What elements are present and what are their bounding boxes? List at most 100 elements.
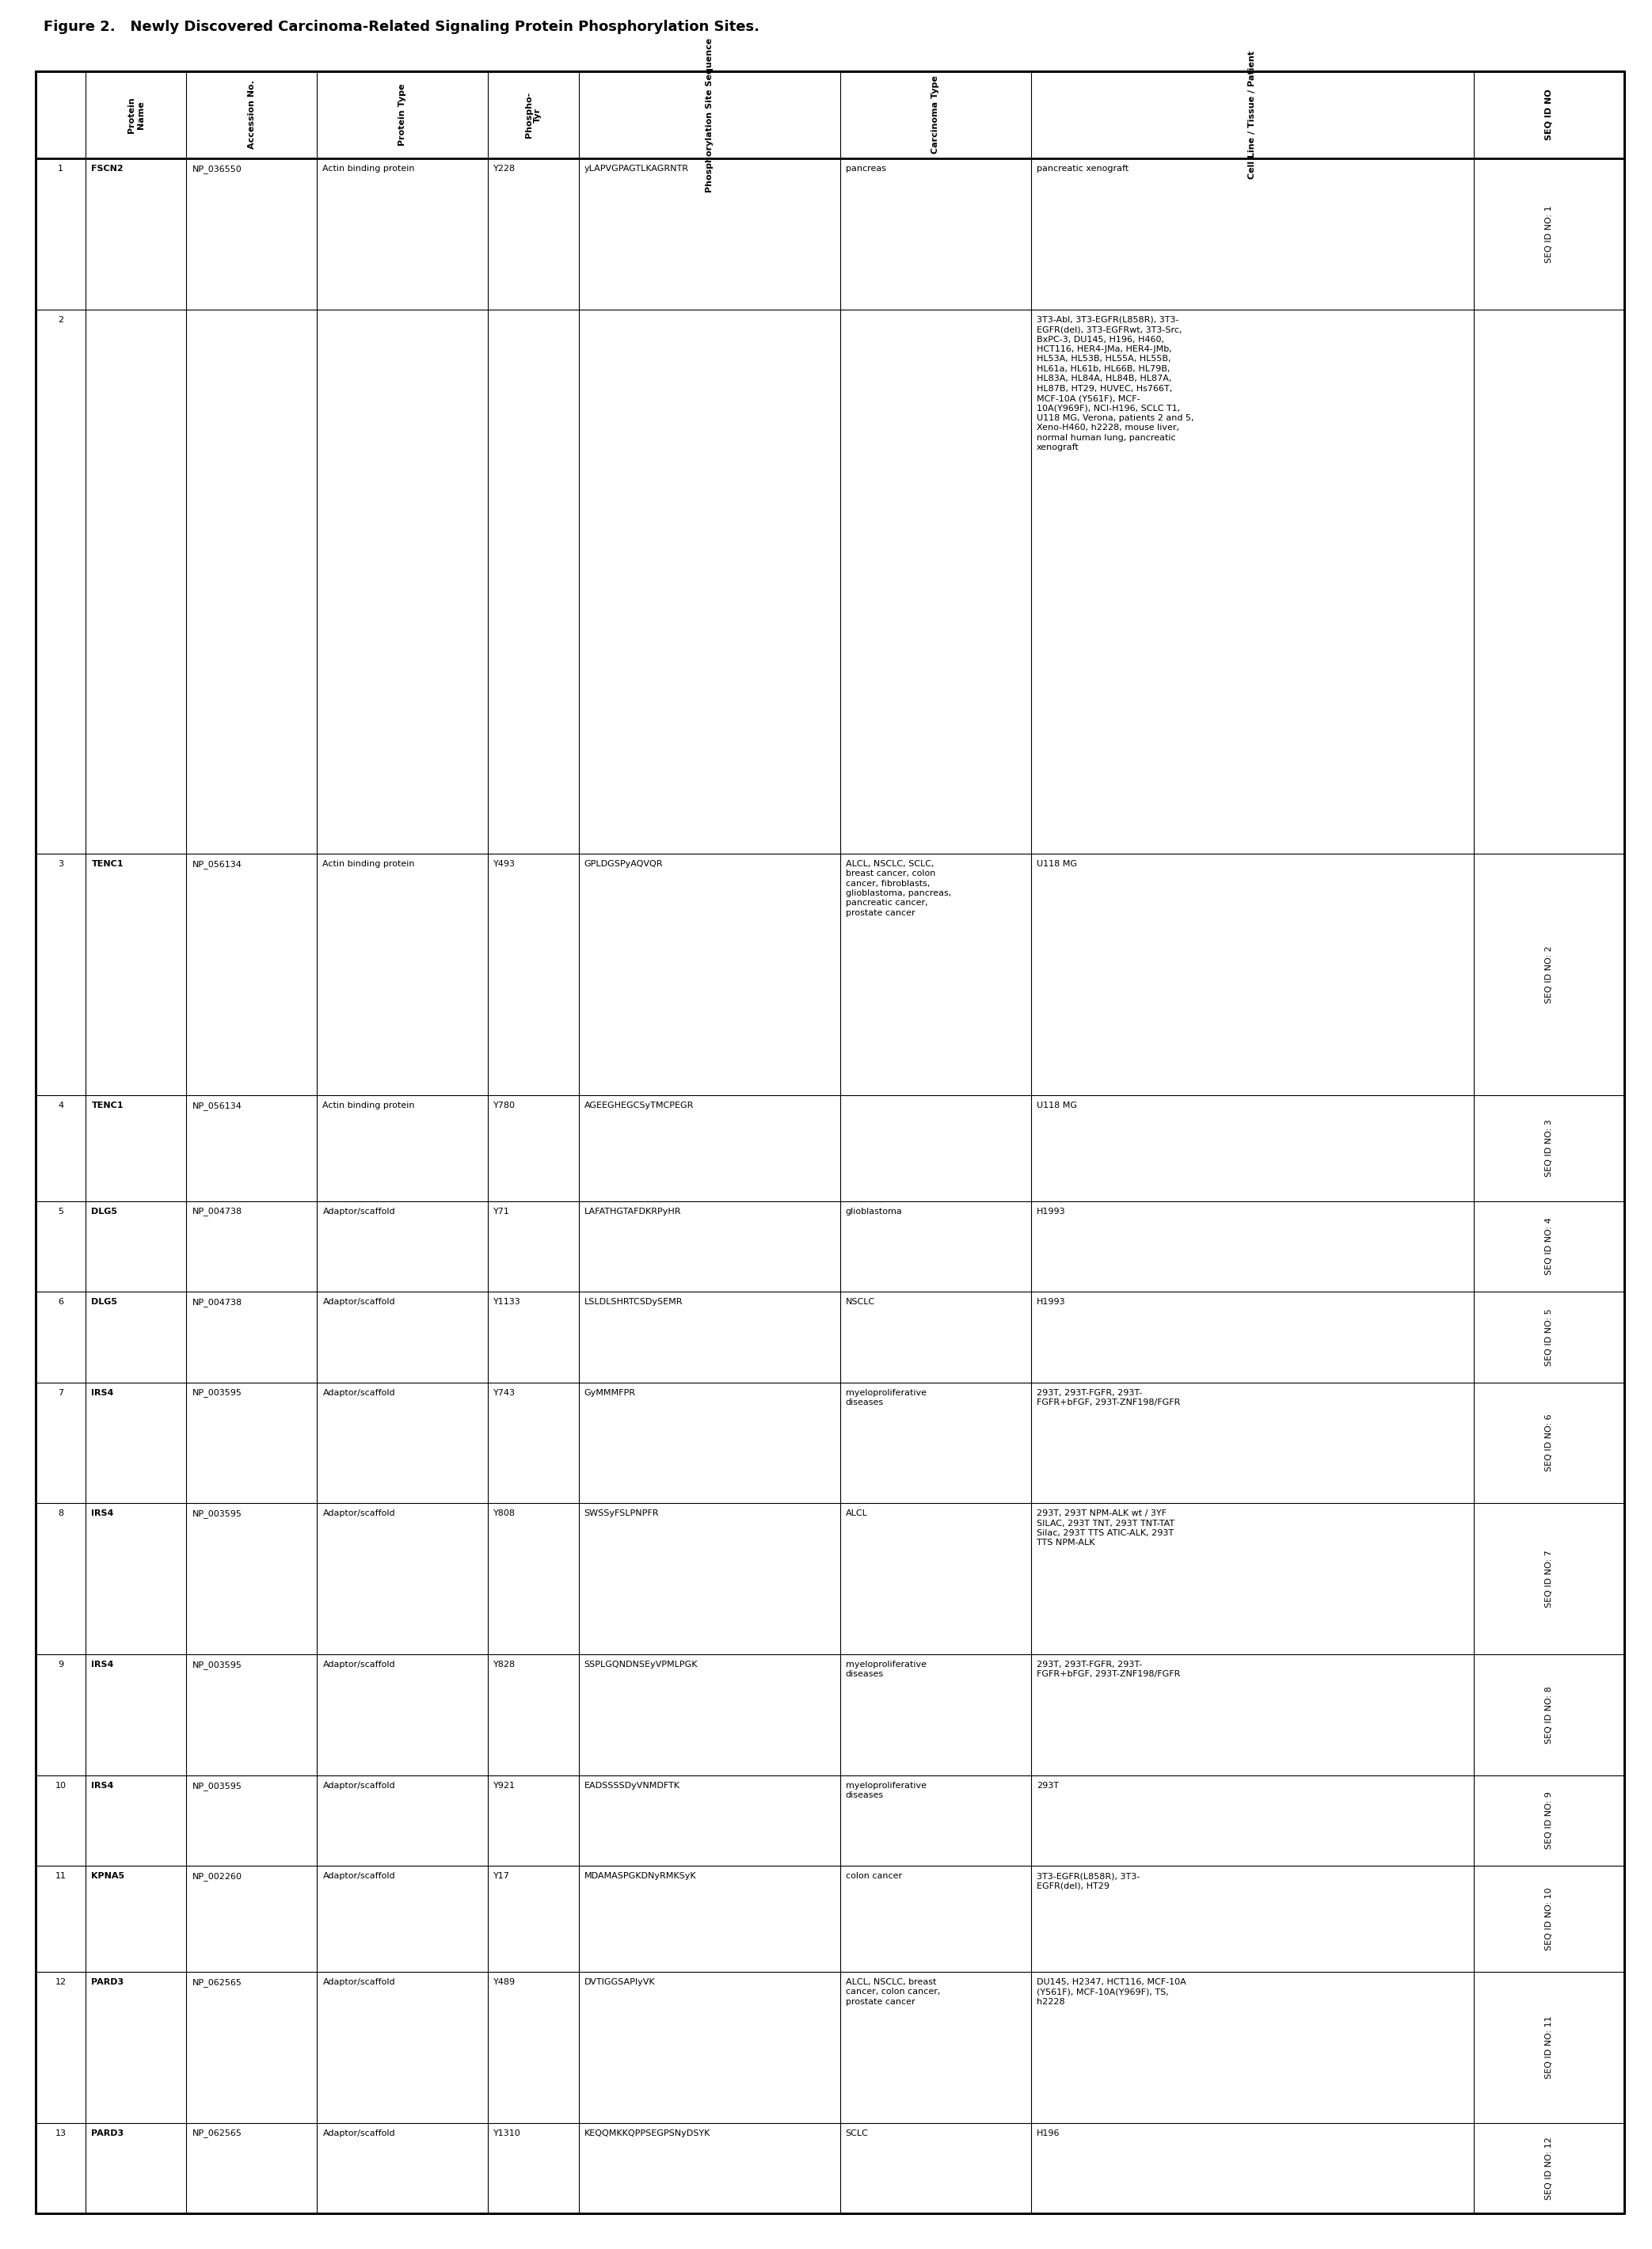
Text: Adaptor/scaffold: Adaptor/scaffold (322, 1660, 395, 1669)
Text: ALCL, NSCLC, SCLC,
breast cancer, colon
cancer, fibroblasts,
glioblastoma, pancr: ALCL, NSCLC, SCLC, breast cancer, colon … (846, 859, 952, 918)
Text: 4: 4 (58, 1102, 63, 1109)
Text: NP_036550: NP_036550 (192, 164, 241, 173)
Text: 5: 5 (58, 1208, 63, 1214)
Text: DVTIGGSAPIyVK: DVTIGGSAPIyVK (585, 1977, 656, 1986)
Text: glioblastoma: glioblastoma (846, 1208, 902, 1214)
Text: FSCN2: FSCN2 (91, 164, 124, 173)
Text: Adaptor/scaffold: Adaptor/scaffold (322, 1977, 395, 1986)
Text: KPNA5: KPNA5 (91, 1871, 126, 1880)
Text: ALCL: ALCL (846, 1509, 867, 1518)
Text: myeloproliferative
diseases: myeloproliferative diseases (846, 1781, 927, 1799)
Text: IRS4: IRS4 (91, 1660, 114, 1669)
Text: Y828: Y828 (494, 1660, 515, 1669)
Text: 12: 12 (55, 1977, 66, 1986)
Text: NP_056134: NP_056134 (192, 859, 241, 868)
Text: Carcinoma Type: Carcinoma Type (932, 76, 940, 153)
Text: SEQ ID NO: 2: SEQ ID NO: 2 (1545, 945, 1553, 1003)
Text: Y1310: Y1310 (494, 2130, 520, 2137)
Text: 2: 2 (58, 315, 63, 324)
Text: Adaptor/scaffold: Adaptor/scaffold (322, 1781, 395, 1790)
Text: U118 MG: U118 MG (1036, 859, 1077, 868)
Text: Accession No.: Accession No. (248, 81, 256, 148)
Text: Y493: Y493 (494, 859, 515, 868)
Text: SEQ ID NO: 1: SEQ ID NO: 1 (1545, 205, 1553, 263)
Text: SSPLGQNDNSEyVPMLPGK: SSPLGQNDNSEyVPMLPGK (585, 1660, 697, 1669)
Text: U118 MG: U118 MG (1036, 1102, 1077, 1109)
Text: myeloproliferative
diseases: myeloproliferative diseases (846, 1388, 927, 1406)
Text: Figure 2.   Newly Discovered Carcinoma-Related Signaling Protein Phosphorylation: Figure 2. Newly Discovered Carcinoma-Rel… (43, 20, 760, 34)
Text: SEQ ID NO: 7: SEQ ID NO: 7 (1545, 1550, 1553, 1608)
Text: Y808: Y808 (494, 1509, 515, 1518)
Text: 293T, 293T-FGFR, 293T-
FGFR+bFGF, 293T-ZNF198/FGFR: 293T, 293T-FGFR, 293T- FGFR+bFGF, 293T-Z… (1036, 1388, 1180, 1406)
Text: myeloproliferative
diseases: myeloproliferative diseases (846, 1660, 927, 1678)
Text: NP_056134: NP_056134 (192, 1102, 241, 1111)
Text: KEQQMKKQPPSEGPSNyDSYK: KEQQMKKQPPSEGPSNyDSYK (585, 2130, 710, 2137)
Text: Actin binding protein: Actin binding protein (322, 859, 415, 868)
Text: 8: 8 (58, 1509, 63, 1518)
Text: NSCLC: NSCLC (846, 1298, 876, 1307)
Text: Adaptor/scaffold: Adaptor/scaffold (322, 2130, 395, 2137)
Text: 293T, 293T NPM-ALK wt / 3YF
SILAC, 293T TNT, 293T TNT-TAT
Silac, 293T TTS ATIC-A: 293T, 293T NPM-ALK wt / 3YF SILAC, 293T … (1036, 1509, 1175, 1547)
Text: DLG5: DLG5 (91, 1208, 117, 1214)
Text: 3T3-EGFR(L858R), 3T3-
EGFR(del), HT29: 3T3-EGFR(L858R), 3T3- EGFR(del), HT29 (1036, 1871, 1140, 1889)
Text: Actin binding protein: Actin binding protein (322, 164, 415, 173)
Text: SWSSyFSLPNPFR: SWSSyFSLPNPFR (585, 1509, 659, 1518)
Text: Y743: Y743 (494, 1388, 515, 1397)
Text: pancreas: pancreas (846, 164, 885, 173)
Text: 293T, 293T-FGFR, 293T-
FGFR+bFGF, 293T-ZNF198/FGFR: 293T, 293T-FGFR, 293T- FGFR+bFGF, 293T-Z… (1036, 1660, 1180, 1678)
Text: Y489: Y489 (494, 1977, 515, 1986)
Text: NP_062565: NP_062565 (192, 2130, 241, 2139)
Text: SEQ ID NO: 3: SEQ ID NO: 3 (1545, 1120, 1553, 1176)
Text: Y780: Y780 (494, 1102, 515, 1109)
Text: MDAMASPGKDNyRMKSyK: MDAMASPGKDNyRMKSyK (585, 1871, 695, 1880)
Text: H1993: H1993 (1036, 1208, 1066, 1214)
Text: yLAPVGPAGTLKAGRNTR: yLAPVGPAGTLKAGRNTR (585, 164, 689, 173)
Text: Y228: Y228 (494, 164, 515, 173)
Text: IRS4: IRS4 (91, 1509, 114, 1518)
Text: Adaptor/scaffold: Adaptor/scaffold (322, 1298, 395, 1307)
Text: SEQ ID NO: 4: SEQ ID NO: 4 (1545, 1217, 1553, 1275)
Text: pancreatic xenograft: pancreatic xenograft (1036, 164, 1128, 173)
Text: SEQ ID NO: 8: SEQ ID NO: 8 (1545, 1687, 1553, 1743)
Text: TENC1: TENC1 (91, 1102, 124, 1109)
Text: 293T: 293T (1036, 1781, 1059, 1790)
Text: Phospho-
Tyr: Phospho- Tyr (525, 92, 542, 137)
Text: PARD3: PARD3 (91, 2130, 124, 2137)
Text: DLG5: DLG5 (91, 1298, 117, 1307)
Text: IRS4: IRS4 (91, 1388, 114, 1397)
Text: Y1133: Y1133 (494, 1298, 520, 1307)
Text: Adaptor/scaffold: Adaptor/scaffold (322, 1388, 395, 1397)
Text: ALCL, NSCLC, breast
cancer, colon cancer,
prostate cancer: ALCL, NSCLC, breast cancer, colon cancer… (846, 1977, 940, 2006)
Text: Y71: Y71 (494, 1208, 510, 1214)
Text: GyMMMFPR: GyMMMFPR (585, 1388, 636, 1397)
Text: NP_004738: NP_004738 (192, 1298, 241, 1307)
Text: AGEEGHEGCSyTMCPEGR: AGEEGHEGCSyTMCPEGR (585, 1102, 694, 1109)
Text: Protein
Name: Protein Name (127, 97, 145, 133)
Text: LAFATHGTAFDKRPyHR: LAFATHGTAFDKRPyHR (585, 1208, 681, 1214)
Text: SEQ ID NO: 11: SEQ ID NO: 11 (1545, 2015, 1553, 2078)
Text: SEQ ID NO: SEQ ID NO (1545, 90, 1553, 139)
Text: SEQ ID NO: 9: SEQ ID NO: 9 (1545, 1792, 1553, 1849)
Text: IRS4: IRS4 (91, 1781, 114, 1790)
Text: H1993: H1993 (1036, 1298, 1066, 1307)
Text: GPLDGSPyAQVQR: GPLDGSPyAQVQR (585, 859, 662, 868)
Text: Protein Type: Protein Type (398, 83, 406, 146)
Text: SEQ ID NO: 6: SEQ ID NO: 6 (1545, 1415, 1553, 1471)
Text: 13: 13 (55, 2130, 66, 2137)
Text: H196: H196 (1036, 2130, 1061, 2137)
Text: NP_003595: NP_003595 (192, 1388, 241, 1397)
Text: PARD3: PARD3 (91, 1977, 124, 1986)
Text: 11: 11 (55, 1871, 66, 1880)
Text: Y17: Y17 (494, 1871, 510, 1880)
Text: LSLDLSHRTCSDySEMR: LSLDLSHRTCSDySEMR (585, 1298, 682, 1307)
Text: 10: 10 (55, 1781, 66, 1790)
Text: Phosphorylation Site Sequence: Phosphorylation Site Sequence (705, 38, 714, 191)
Text: 3: 3 (58, 859, 63, 868)
Text: Y921: Y921 (494, 1781, 515, 1790)
Text: Cell Line / Tissue / Patient: Cell Line / Tissue / Patient (1249, 52, 1256, 180)
Text: SCLC: SCLC (846, 2130, 869, 2137)
Text: EADSSSSDyVNMDFTK: EADSSSSDyVNMDFTK (585, 1781, 681, 1790)
Text: NP_003595: NP_003595 (192, 1660, 241, 1669)
Text: 3T3-Abl, 3T3-EGFR(L858R), 3T3-
EGFR(del), 3T3-EGFRwt, 3T3-Src,
BxPC-3, DU145, H1: 3T3-Abl, 3T3-EGFR(L858R), 3T3- EGFR(del)… (1036, 315, 1194, 452)
Text: SEQ ID NO: 5: SEQ ID NO: 5 (1545, 1309, 1553, 1365)
